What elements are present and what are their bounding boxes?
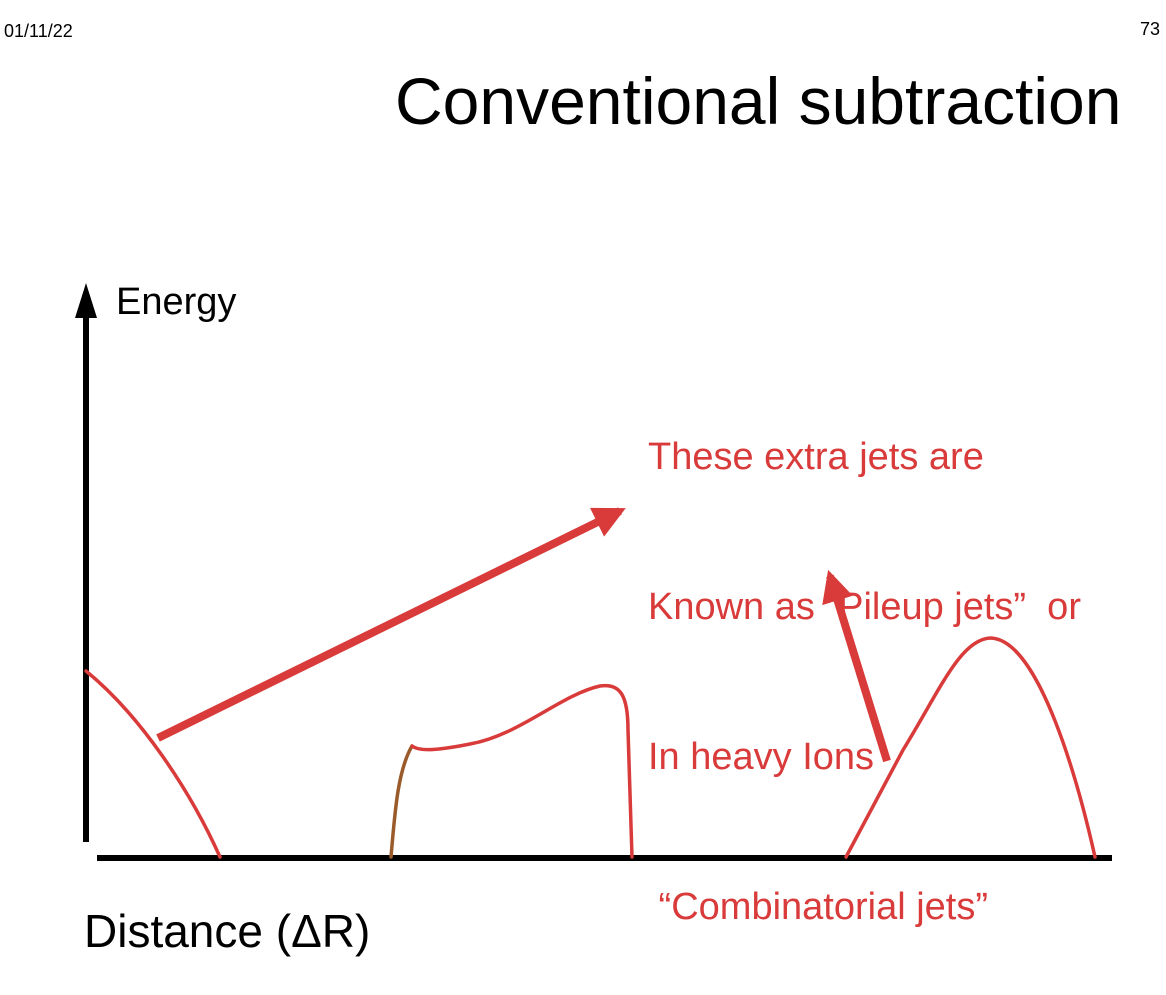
slide-title: Conventional subtraction <box>395 64 1122 138</box>
pointer-arrow-long <box>156 507 626 742</box>
pointer-arrow-short <box>822 569 891 763</box>
leading-jet-curve <box>84 669 222 859</box>
annotation-line: In heavy Ions <box>648 736 875 778</box>
y-axis-arrowhead <box>75 283 97 318</box>
middle-jet-curve <box>410 683 634 859</box>
pileup-jets-annotation: These extra jets are Known as “Pileup je… <box>648 332 1081 982</box>
y-axis-label: Energy <box>116 281 237 323</box>
middle-jet-left-edge <box>389 744 414 859</box>
right-jet-curve <box>844 636 1097 859</box>
slide-date: 01/11/22 <box>4 21 73 41</box>
annotation-line: “Combinatorial jets” <box>648 886 988 928</box>
slide-page-number: 73 <box>1139 19 1160 39</box>
annotation-line: Known as “Pileup jets” or <box>648 586 1081 628</box>
x-axis-label: Distance (ΔR) <box>84 905 371 957</box>
annotation-line: These extra jets are <box>648 436 984 478</box>
